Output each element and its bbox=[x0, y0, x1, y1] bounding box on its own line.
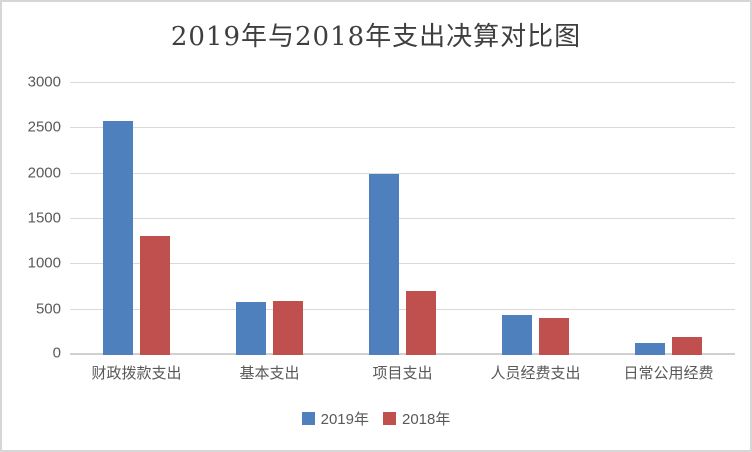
bar-series0-cat0 bbox=[103, 120, 133, 355]
x-category-label-0: 财政拨款支出 bbox=[91, 365, 182, 382]
gridline-1500: 1500 bbox=[28, 210, 735, 227]
plot-area: 0 500 1000 1500 2000 2500 3000 bbox=[28, 74, 735, 362]
x-category-label-2: 项目支出 bbox=[372, 365, 433, 382]
y-tick-label-1500: 1500 bbox=[27, 209, 61, 227]
bar-series1-cat1 bbox=[273, 300, 303, 355]
legend-swatch-icon bbox=[383, 412, 396, 425]
gridline-2000: 2000 bbox=[28, 164, 735, 181]
x-category-label-4: 日常公用经费 bbox=[623, 365, 714, 382]
gridline-0: 0 bbox=[53, 345, 735, 362]
legend-item-1: 2018年 bbox=[383, 408, 450, 429]
bar-series0-cat4 bbox=[635, 342, 665, 355]
bar-series0-cat2 bbox=[369, 173, 399, 355]
gridline-500: 500 bbox=[36, 300, 735, 317]
bar-series1-cat2 bbox=[406, 291, 436, 355]
gridline-3000: 3000 bbox=[28, 74, 735, 91]
y-tick-label-1000: 1000 bbox=[27, 254, 61, 272]
legend-swatch-icon bbox=[301, 412, 315, 425]
bar-series0-cat1 bbox=[236, 302, 266, 355]
y-tick-label-500: 500 bbox=[35, 300, 61, 318]
chart-title: 2019年与2018年支出决算对比图 bbox=[170, 22, 582, 52]
bar-series1-cat3 bbox=[539, 317, 569, 355]
x-axis-labels: 财政拨款支出 基本支出 项目支出 人员经费支出 日常公用经费 bbox=[70, 362, 735, 383]
legend: 2019年 2018年 bbox=[2, 408, 750, 429]
bar-group-3 bbox=[469, 83, 602, 355]
bar-group-0 bbox=[70, 83, 203, 355]
bar-group-1 bbox=[203, 83, 336, 355]
y-tick-label-0: 0 bbox=[52, 344, 61, 362]
bar-series1-cat0 bbox=[140, 235, 170, 355]
gridline-2500: 2500 bbox=[28, 119, 735, 136]
y-tick-label-2500: 2500 bbox=[27, 118, 61, 136]
bar-groups bbox=[70, 83, 735, 355]
gridline-1000: 1000 bbox=[28, 255, 735, 272]
bar-group-4 bbox=[602, 83, 735, 355]
legend-label-1: 2018年 bbox=[402, 411, 451, 428]
x-category-label-3: 人员经费支出 bbox=[490, 365, 581, 382]
y-tick-label-2000: 2000 bbox=[27, 164, 61, 182]
x-category-label-1: 基本支出 bbox=[239, 365, 300, 382]
legend-item-0: 2019年 bbox=[301, 408, 369, 429]
bar-series0-cat3 bbox=[502, 315, 532, 355]
bar-series1-cat4 bbox=[672, 337, 702, 355]
legend-label-0: 2019年 bbox=[320, 411, 369, 428]
y-tick-label-3000: 3000 bbox=[27, 73, 61, 91]
bar-group-2 bbox=[336, 83, 469, 355]
